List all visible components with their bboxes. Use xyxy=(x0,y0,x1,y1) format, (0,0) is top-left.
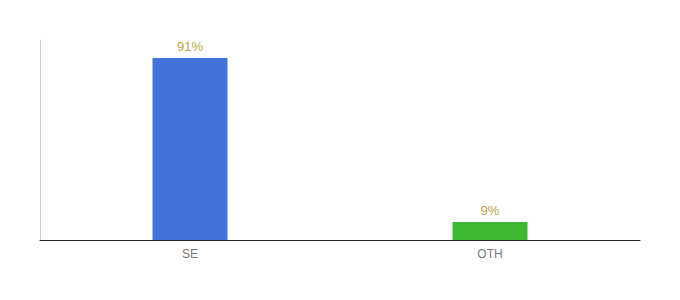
svg-text:SE: SE xyxy=(182,247,198,261)
svg-text:91%: 91% xyxy=(177,39,203,54)
svg-text:9%: 9% xyxy=(481,203,500,218)
svg-text:OTH: OTH xyxy=(477,247,502,261)
